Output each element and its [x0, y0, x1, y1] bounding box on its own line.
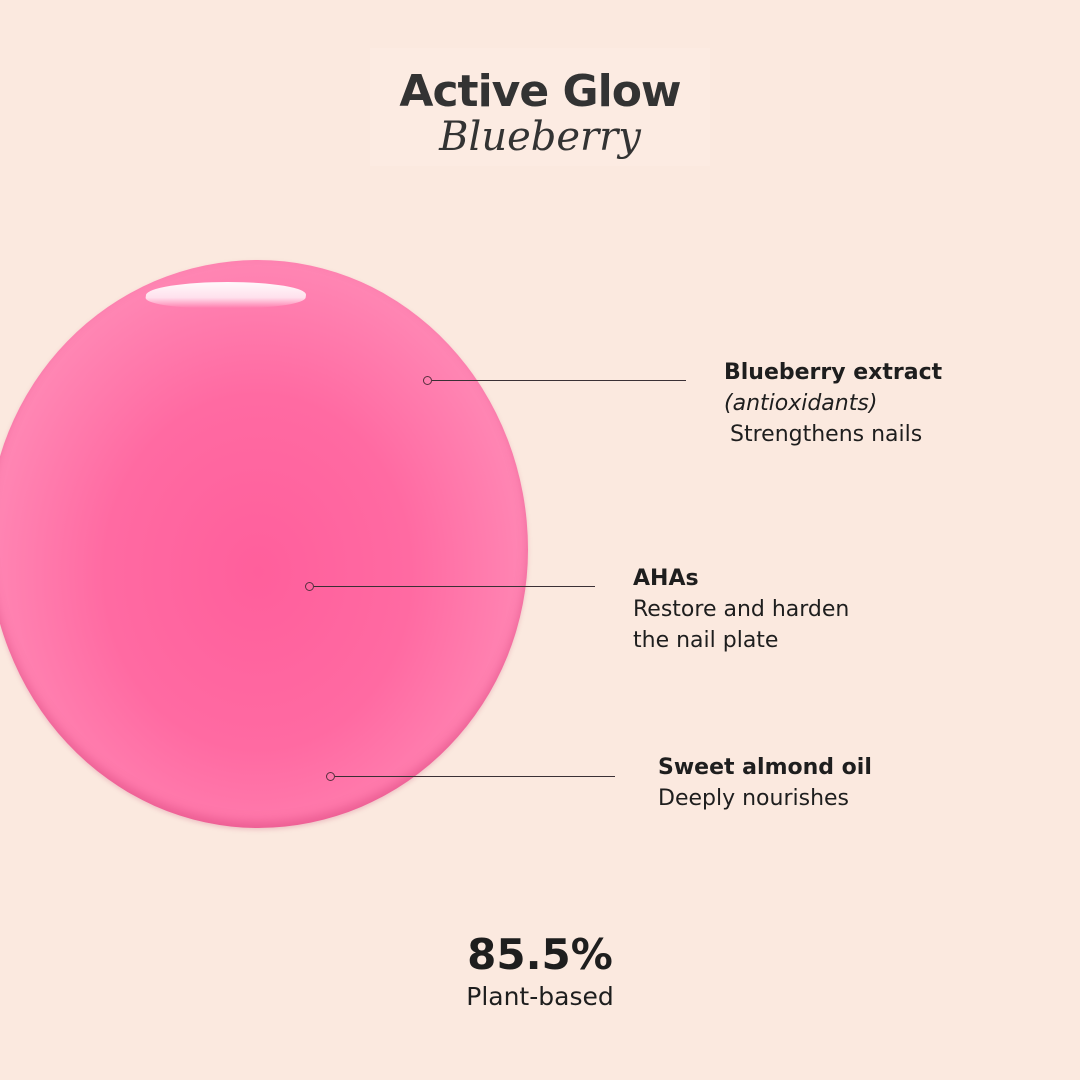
- plant-based-label: Plant-based: [466, 982, 614, 1011]
- callout-dot-ahas: [305, 582, 314, 591]
- product-drop-image: [0, 260, 528, 828]
- callout-dot-almond: [326, 772, 335, 781]
- ingredient-name: Blueberry extract: [724, 360, 943, 385]
- ingredient-name: AHAs: [633, 566, 699, 591]
- callout-dot-blueberry: [423, 376, 432, 385]
- product-variant: Blueberry: [439, 114, 641, 160]
- callout-line-ahas: [314, 586, 595, 587]
- ingredient-benefit: Deeply nourishes: [658, 786, 850, 811]
- drop-highlight: [144, 282, 308, 308]
- plant-based-percentage: 85.5%: [467, 930, 613, 979]
- ingredient-benefit-line: Restore and harden: [633, 597, 850, 622]
- product-title: Active Glow: [399, 66, 681, 117]
- ingredient-benefit-line: the nail plate: [633, 628, 779, 653]
- ingredient-note: (antioxidants): [724, 391, 878, 416]
- title-box: Active Glow Blueberry: [370, 48, 710, 166]
- ingredient-almond: Sweet almond oil Deeply nourishes: [658, 752, 872, 814]
- callout-line-almond: [335, 776, 615, 777]
- callout-line-blueberry: [432, 380, 686, 381]
- ingredient-name: Sweet almond oil: [658, 755, 872, 780]
- ingredient-ahas: AHAs Restore and harden the nail plate: [633, 563, 849, 656]
- ingredient-benefit: Strengthens nails: [730, 422, 923, 447]
- ingredient-blueberry: Blueberry extract (antioxidants) Strengt…: [724, 357, 942, 450]
